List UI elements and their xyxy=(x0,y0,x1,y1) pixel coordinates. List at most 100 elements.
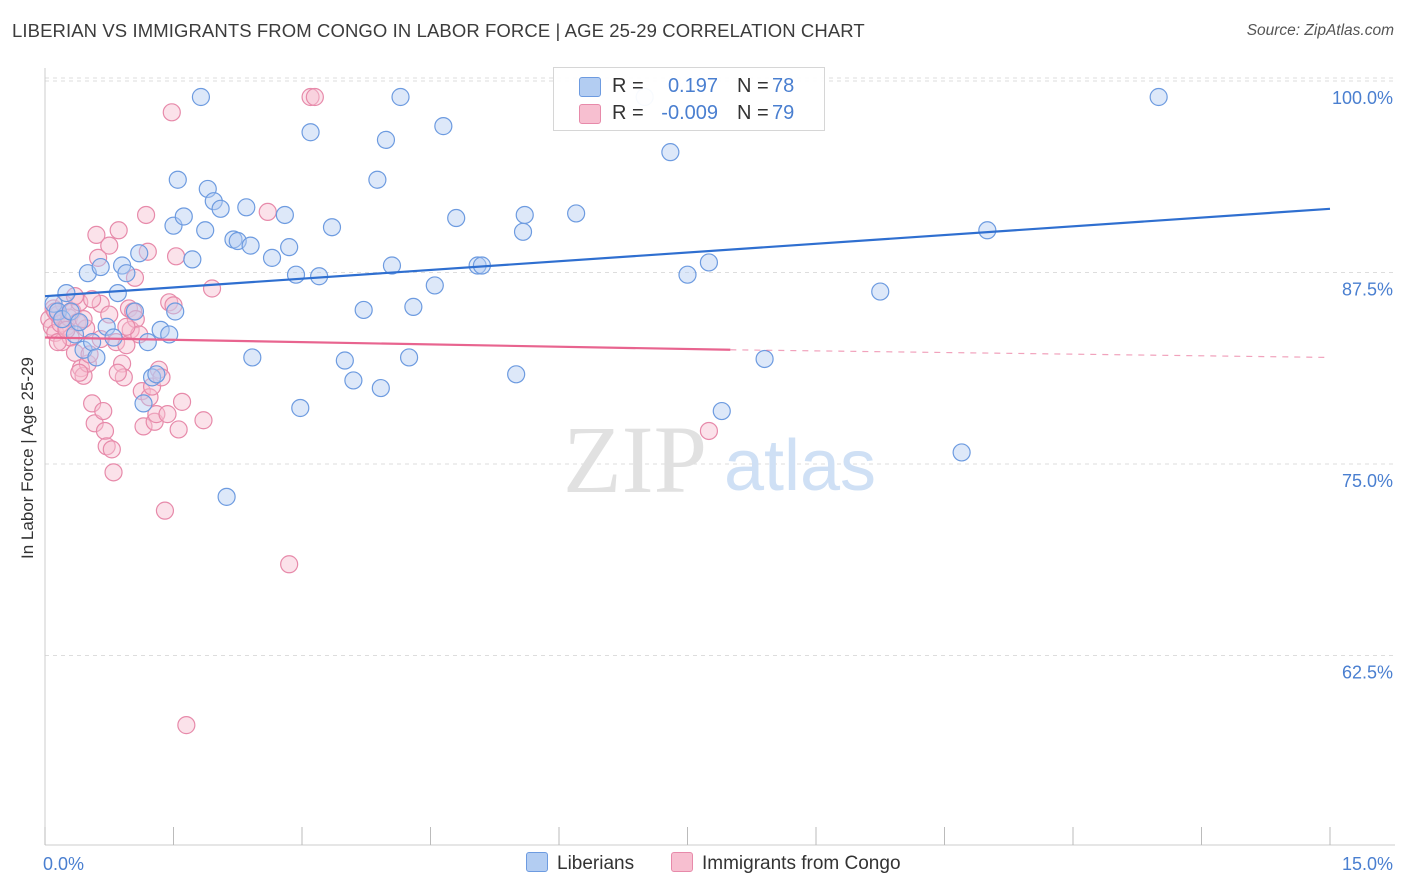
congo-point xyxy=(194,411,213,430)
y-axis-label: In Labor Force | Age 25-29 xyxy=(18,357,37,559)
liberian-point xyxy=(138,333,157,352)
liberian-point xyxy=(291,398,310,418)
legend-row-liberians: R = 0.197 N = 78 xyxy=(554,74,824,100)
liberian-point xyxy=(507,365,526,384)
chart-source: Source: ZipAtlas.com xyxy=(1246,22,1394,39)
liberian-point xyxy=(678,265,697,284)
watermark-atlas: atlas xyxy=(724,426,876,506)
gridlines xyxy=(45,77,1395,656)
congo-point xyxy=(177,716,196,735)
liberian-point xyxy=(191,87,211,107)
congo-point xyxy=(699,421,719,441)
liberian-point xyxy=(262,248,282,267)
liberian-point xyxy=(166,302,185,321)
legend-label-congo: Immigrants from Congo xyxy=(702,853,901,874)
congo-point xyxy=(134,417,153,436)
liberian-point xyxy=(83,333,102,352)
congo-point xyxy=(158,405,177,424)
congo-point xyxy=(155,501,175,520)
liberian-point xyxy=(1149,87,1168,107)
congo-point xyxy=(166,247,186,266)
legend-row-congo: R = -0.009 N = 79 xyxy=(554,101,824,127)
liberian-point xyxy=(567,204,586,223)
liberian-point xyxy=(371,378,390,398)
congo-point xyxy=(164,296,183,315)
congo-point xyxy=(109,221,128,240)
liberian-point xyxy=(301,123,320,142)
legend-n-label: N = xyxy=(737,102,769,124)
liberian-point xyxy=(196,221,215,240)
liberian-point xyxy=(755,349,774,369)
legend-item-congo[interactable]: Immigrants from Congo xyxy=(671,852,901,875)
liberian-point xyxy=(168,170,187,189)
congo-point xyxy=(126,310,145,329)
liberian-point xyxy=(344,371,363,390)
liberian-trend-line xyxy=(44,207,1331,298)
liberian-point xyxy=(217,487,236,506)
liberian-point xyxy=(241,236,260,255)
liberian-point xyxy=(391,87,410,107)
liberian-point xyxy=(130,244,149,263)
liberian-point xyxy=(354,300,373,320)
legend-n-label: N = xyxy=(737,75,769,97)
liberian-point xyxy=(335,351,354,370)
liberian-point xyxy=(280,238,299,257)
legend-swatch-pink xyxy=(579,104,601,124)
liberian-point xyxy=(97,317,116,336)
y-tick-label: 87.5% xyxy=(1342,280,1393,300)
congo-point xyxy=(258,202,277,221)
y-tick-labels: 100.0% 87.5% 75.0% 62.5% xyxy=(1332,88,1393,683)
x-tick-label-min: 0.0% xyxy=(43,854,84,874)
legend-r-label: R = xyxy=(612,102,644,124)
congo-point xyxy=(280,555,299,574)
liberian-point xyxy=(108,283,127,303)
congo-point xyxy=(152,368,171,387)
liberian-point xyxy=(237,198,256,217)
congo-point xyxy=(117,317,136,336)
legend-label-liberians: Liberians xyxy=(557,853,635,874)
liberian-point xyxy=(712,401,731,421)
liberian-point xyxy=(368,170,387,189)
stats-legend: R = 0.197 N = 78 R = -0.009 N = 79 xyxy=(553,67,825,131)
congo-point xyxy=(108,363,127,382)
liberian-point xyxy=(952,443,971,462)
legend-swatch-blue xyxy=(526,852,548,872)
watermark-zip: ZIP xyxy=(563,406,707,513)
congo-point xyxy=(100,236,119,255)
liberian-point xyxy=(117,264,136,283)
liberian-point xyxy=(275,205,294,225)
watermark: ZIP atlas xyxy=(563,406,876,513)
axes xyxy=(44,68,1395,846)
x-tick-labels: 0.0% 15.0% xyxy=(43,854,1393,874)
congo-point xyxy=(305,87,324,107)
liberian-point xyxy=(434,117,453,136)
congo-point xyxy=(301,87,320,107)
congo-point xyxy=(70,363,89,382)
congo-point xyxy=(202,279,222,298)
x-tick-label-max: 15.0% xyxy=(1342,854,1393,874)
legend-n-value: 78 xyxy=(772,75,795,97)
liberian-point xyxy=(425,276,444,295)
liberian-point xyxy=(447,208,466,228)
congo-trend-line xyxy=(44,336,731,351)
liberian-point xyxy=(87,348,106,367)
liberian-point xyxy=(515,205,534,225)
liberian-point xyxy=(204,192,223,211)
legend-item-liberians[interactable]: Liberians xyxy=(526,852,634,875)
liberian-points xyxy=(44,87,1168,506)
congo-trend-extension xyxy=(730,349,1331,359)
liberian-point xyxy=(211,199,230,218)
congo-point xyxy=(172,392,192,411)
liberian-point xyxy=(978,221,997,240)
congo-point xyxy=(162,103,181,122)
congo-point xyxy=(87,225,106,244)
liberian-point xyxy=(147,365,166,384)
liberian-point xyxy=(104,328,123,347)
congo-point xyxy=(95,421,115,441)
y-tick-label: 100.0% xyxy=(1332,88,1393,108)
y-tick-label: 75.0% xyxy=(1342,471,1393,491)
chart-title: LIBERIAN VS IMMIGRANTS FROM CONGO IN LAB… xyxy=(12,20,865,41)
congo-point xyxy=(136,205,156,225)
liberian-point xyxy=(382,256,402,275)
